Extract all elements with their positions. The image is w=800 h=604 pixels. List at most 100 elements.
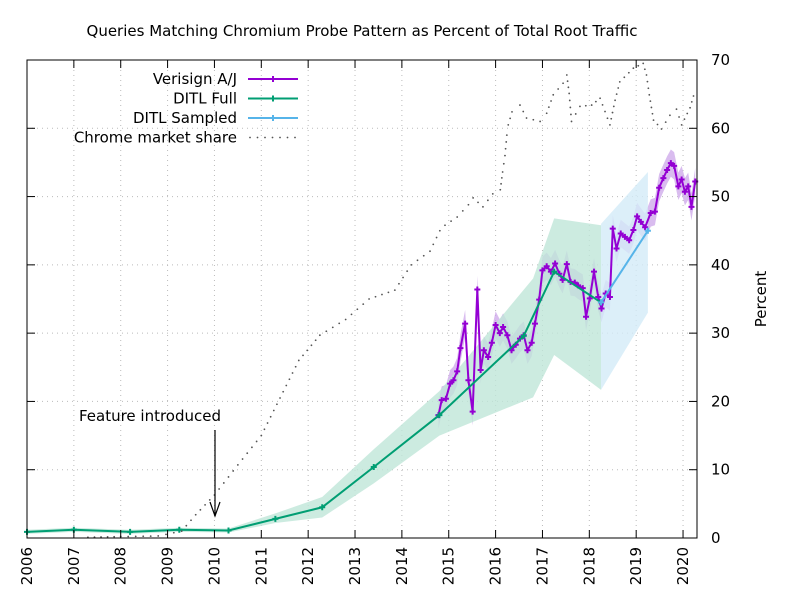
point-chrome-market-share	[344, 318, 347, 321]
point-ditl-full	[551, 268, 558, 275]
point-chrome-market-share	[165, 533, 167, 536]
point-chrome-market-share	[617, 87, 620, 89]
point-chrome-market-share	[574, 113, 577, 115]
point-chrome-market-share	[260, 434, 263, 437]
point-chrome-market-share	[502, 162, 505, 165]
point-chrome-market-share	[610, 117, 613, 120]
point-verisign-a-j	[480, 347, 487, 354]
point-chrome-market-share	[381, 293, 383, 296]
point-chrome-market-share	[647, 87, 650, 90]
point-chrome-market-share	[331, 326, 334, 329]
point-chrome-market-share	[565, 74, 568, 76]
point-verisign-a-j	[671, 162, 678, 169]
point-ditl-sampled	[644, 227, 651, 234]
point-chrome-market-share	[609, 123, 611, 126]
point-ditl-full	[319, 504, 326, 511]
point-verisign-a-j	[591, 268, 598, 275]
point-chrome-market-share	[683, 118, 686, 121]
point-chrome-market-share	[566, 80, 569, 83]
point-chrome-market-share	[100, 536, 102, 538]
point-chrome-market-share	[606, 117, 609, 120]
point-chrome-market-share	[314, 339, 317, 342]
point-chrome-market-share	[500, 182, 502, 185]
point-chrome-market-share	[632, 67, 635, 70]
legend-swatch-chrome-market-share	[294, 136, 296, 139]
point-verisign-a-j	[660, 175, 667, 182]
y-tick-label: 0	[711, 529, 721, 547]
x-tick-label: 2018	[580, 547, 598, 585]
point-verisign-a-j	[465, 377, 472, 384]
point-chrome-market-share	[601, 103, 604, 106]
point-chrome-market-share	[450, 220, 452, 223]
point-verisign-a-j	[539, 267, 546, 274]
point-chrome-market-share	[584, 104, 587, 107]
x-tick-label: 2011	[252, 547, 270, 585]
point-chrome-market-share	[194, 513, 197, 516]
point-chrome-market-share	[393, 289, 396, 292]
point-chrome-market-share	[113, 535, 116, 538]
point-chrome-market-share	[664, 121, 667, 124]
band-ditl-sampled	[601, 171, 648, 390]
point-chrome-market-share	[505, 134, 508, 137]
point-verisign-a-j	[447, 380, 454, 387]
point-chrome-market-share	[604, 110, 606, 113]
x-tick-label: 2016	[487, 547, 505, 585]
point-verisign-a-j	[531, 320, 538, 327]
point-ditl-sampled	[598, 299, 605, 306]
point-chrome-market-share	[568, 99, 571, 102]
point-chrome-market-share	[402, 276, 404, 279]
point-verisign-a-j	[621, 233, 628, 240]
legend-marker-ditl-full	[270, 95, 276, 102]
point-chrome-market-share	[507, 123, 510, 126]
x-tick-label: 2014	[393, 547, 411, 585]
point-verisign-a-j	[454, 368, 461, 375]
point-chrome-market-share	[505, 141, 508, 143]
band-verisign-a-j	[438, 149, 696, 429]
point-chrome-market-share	[612, 105, 615, 108]
point-verisign-a-j	[678, 176, 685, 183]
point-ditl-full	[370, 463, 377, 470]
point-chrome-market-share	[567, 86, 570, 89]
point-chrome-market-share	[222, 482, 225, 484]
point-chrome-market-share	[362, 303, 365, 306]
point-chrome-market-share	[204, 503, 206, 506]
point-chrome-market-share	[338, 322, 341, 325]
point-chrome-market-share	[241, 458, 244, 460]
point-chrome-market-share	[266, 422, 269, 424]
point-chrome-market-share	[486, 199, 489, 202]
point-verisign-a-j	[496, 330, 503, 337]
point-chrome-market-share	[374, 295, 377, 298]
point-chrome-market-share	[477, 201, 479, 204]
point-verisign-a-j	[477, 367, 484, 374]
x-tick-label: 2017	[533, 547, 551, 585]
point-verisign-a-j	[609, 225, 616, 232]
point-verisign-a-j	[647, 209, 654, 216]
point-verisign-a-j	[488, 339, 495, 346]
point-chrome-market-share	[642, 62, 645, 65]
point-verisign-a-j	[606, 293, 613, 300]
point-chrome-market-share	[106, 536, 109, 538]
point-chrome-market-share	[637, 64, 640, 67]
point-chrome-market-share	[310, 344, 313, 347]
point-chrome-market-share	[579, 105, 581, 108]
point-chrome-market-share	[406, 270, 409, 273]
point-chrome-market-share	[350, 313, 353, 316]
point-chrome-market-share	[499, 188, 502, 191]
point-chrome-market-share	[692, 95, 695, 97]
point-chrome-market-share	[680, 123, 683, 126]
point-verisign-a-j	[630, 227, 637, 234]
point-verisign-a-j	[598, 305, 605, 312]
point-verisign-a-j	[583, 313, 590, 320]
point-chrome-market-share	[368, 298, 370, 300]
annotation: Feature introduced	[79, 407, 221, 518]
point-chrome-market-share	[276, 403, 278, 406]
point-chrome-market-share	[398, 282, 400, 285]
point-verisign-a-j	[524, 347, 531, 354]
point-chrome-market-share	[432, 243, 435, 246]
point-verisign-a-j	[613, 245, 620, 252]
x-tick-label: 2007	[65, 547, 83, 585]
x-tick-label: 2020	[674, 547, 692, 585]
point-chrome-market-share	[142, 535, 145, 538]
point-chrome-market-share	[285, 384, 288, 387]
point-chrome-market-share	[467, 203, 470, 206]
